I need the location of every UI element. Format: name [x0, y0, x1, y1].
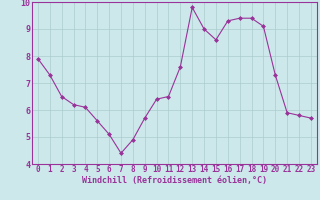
X-axis label: Windchill (Refroidissement éolien,°C): Windchill (Refroidissement éolien,°C): [82, 176, 267, 185]
